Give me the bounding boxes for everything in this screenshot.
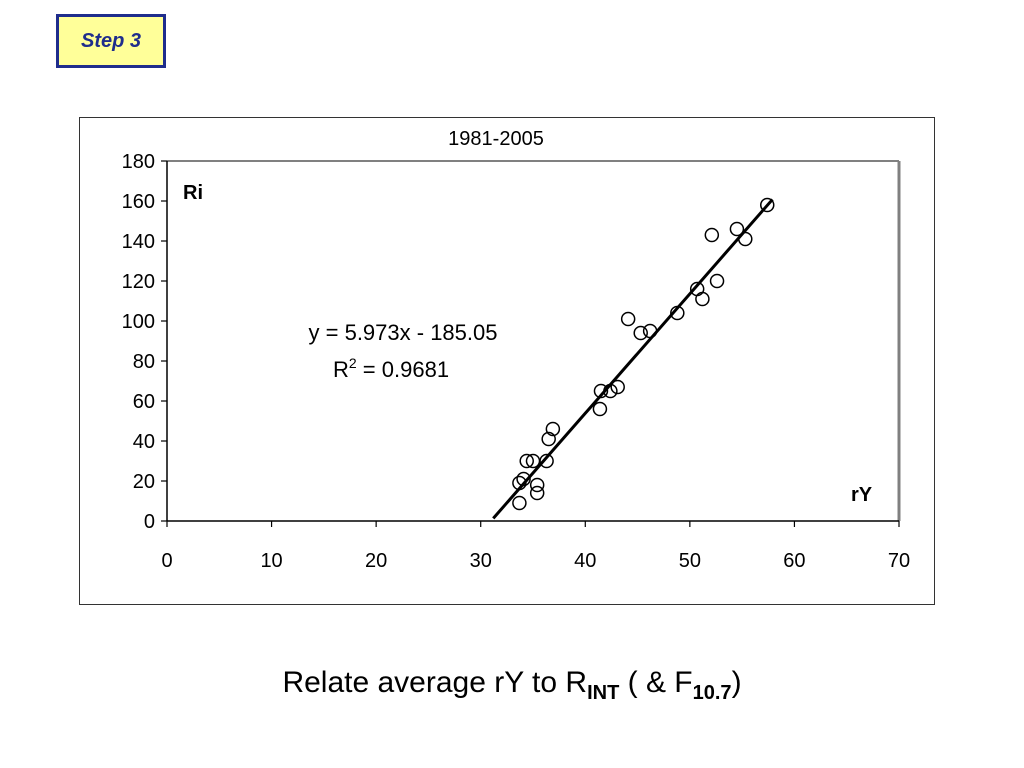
data-point <box>529 477 545 493</box>
x-tick-label: 20 <box>365 550 387 572</box>
scatter-chart: 1981-2005 0 20 40 60 80 100 120 140 160 180 0 10 20 30… <box>122 128 911 572</box>
data-point <box>529 485 545 501</box>
data-point <box>759 197 775 213</box>
data-point <box>512 495 527 511</box>
y-tick-label: 20 <box>133 471 155 493</box>
y-tick-label: 0 <box>144 511 155 533</box>
data-point <box>704 227 720 243</box>
x-tick-label: 60 <box>783 550 805 572</box>
data-point <box>729 221 745 237</box>
data-point <box>593 383 609 399</box>
data-point <box>610 379 625 395</box>
data-point <box>642 323 658 339</box>
y-tick-label: 120 <box>122 271 155 293</box>
x-tick-label: 50 <box>679 550 701 572</box>
y-tick-label: 180 <box>122 151 155 173</box>
step-badge: Step 3 <box>56 14 166 68</box>
x-tick-label: 30 <box>470 550 492 572</box>
x-tick-label: 70 <box>888 550 910 572</box>
data-point <box>738 231 753 247</box>
caption-sub-f: 10.7 <box>692 682 732 704</box>
x-axis-label: rY <box>851 484 873 506</box>
data-point <box>620 311 636 327</box>
caption-mid: ( & F <box>619 666 693 699</box>
caption-sub-int: INT <box>587 682 620 704</box>
x-tick-label: 0 <box>161 550 172 572</box>
r-squared-label: R2 = 0.9681 <box>333 355 449 382</box>
chart-frame: 1981-2005 0 20 40 60 80 100 120 140 160 180 0 10 20 30… <box>79 117 935 605</box>
x-tick-label: 10 <box>260 550 282 572</box>
slide-caption: Relate average rY to RINT ( & F10.7) <box>0 666 1024 705</box>
y-tick-label: 140 <box>122 231 155 253</box>
data-point <box>695 291 710 307</box>
y-tick-label: 100 <box>122 311 155 333</box>
y-tick-label: 80 <box>133 351 155 373</box>
caption-end: ) <box>731 666 742 699</box>
y-tick-label: 40 <box>133 431 155 453</box>
y-tick-label: 60 <box>133 391 155 413</box>
trendline <box>492 198 774 520</box>
data-point <box>633 325 648 341</box>
chart-title: 1981-2005 <box>448 128 544 150</box>
y-axis-label: Ri <box>183 182 203 204</box>
data-point <box>670 305 685 321</box>
x-tick-label: 40 <box>574 550 596 572</box>
data-point <box>592 401 608 417</box>
data-point <box>545 421 561 437</box>
data-point <box>539 453 554 469</box>
y-tick-label: 160 <box>122 191 155 213</box>
data-point <box>541 431 556 447</box>
data-point <box>512 475 527 491</box>
trendline-equation: y = 5.973x - 185.05 <box>309 320 498 345</box>
data-point <box>603 383 618 399</box>
data-point <box>709 273 725 289</box>
data-point <box>516 471 531 487</box>
data-point <box>519 453 534 469</box>
step-label: Step 3 <box>80 29 142 52</box>
caption-main: Relate average rY to R <box>282 666 588 699</box>
